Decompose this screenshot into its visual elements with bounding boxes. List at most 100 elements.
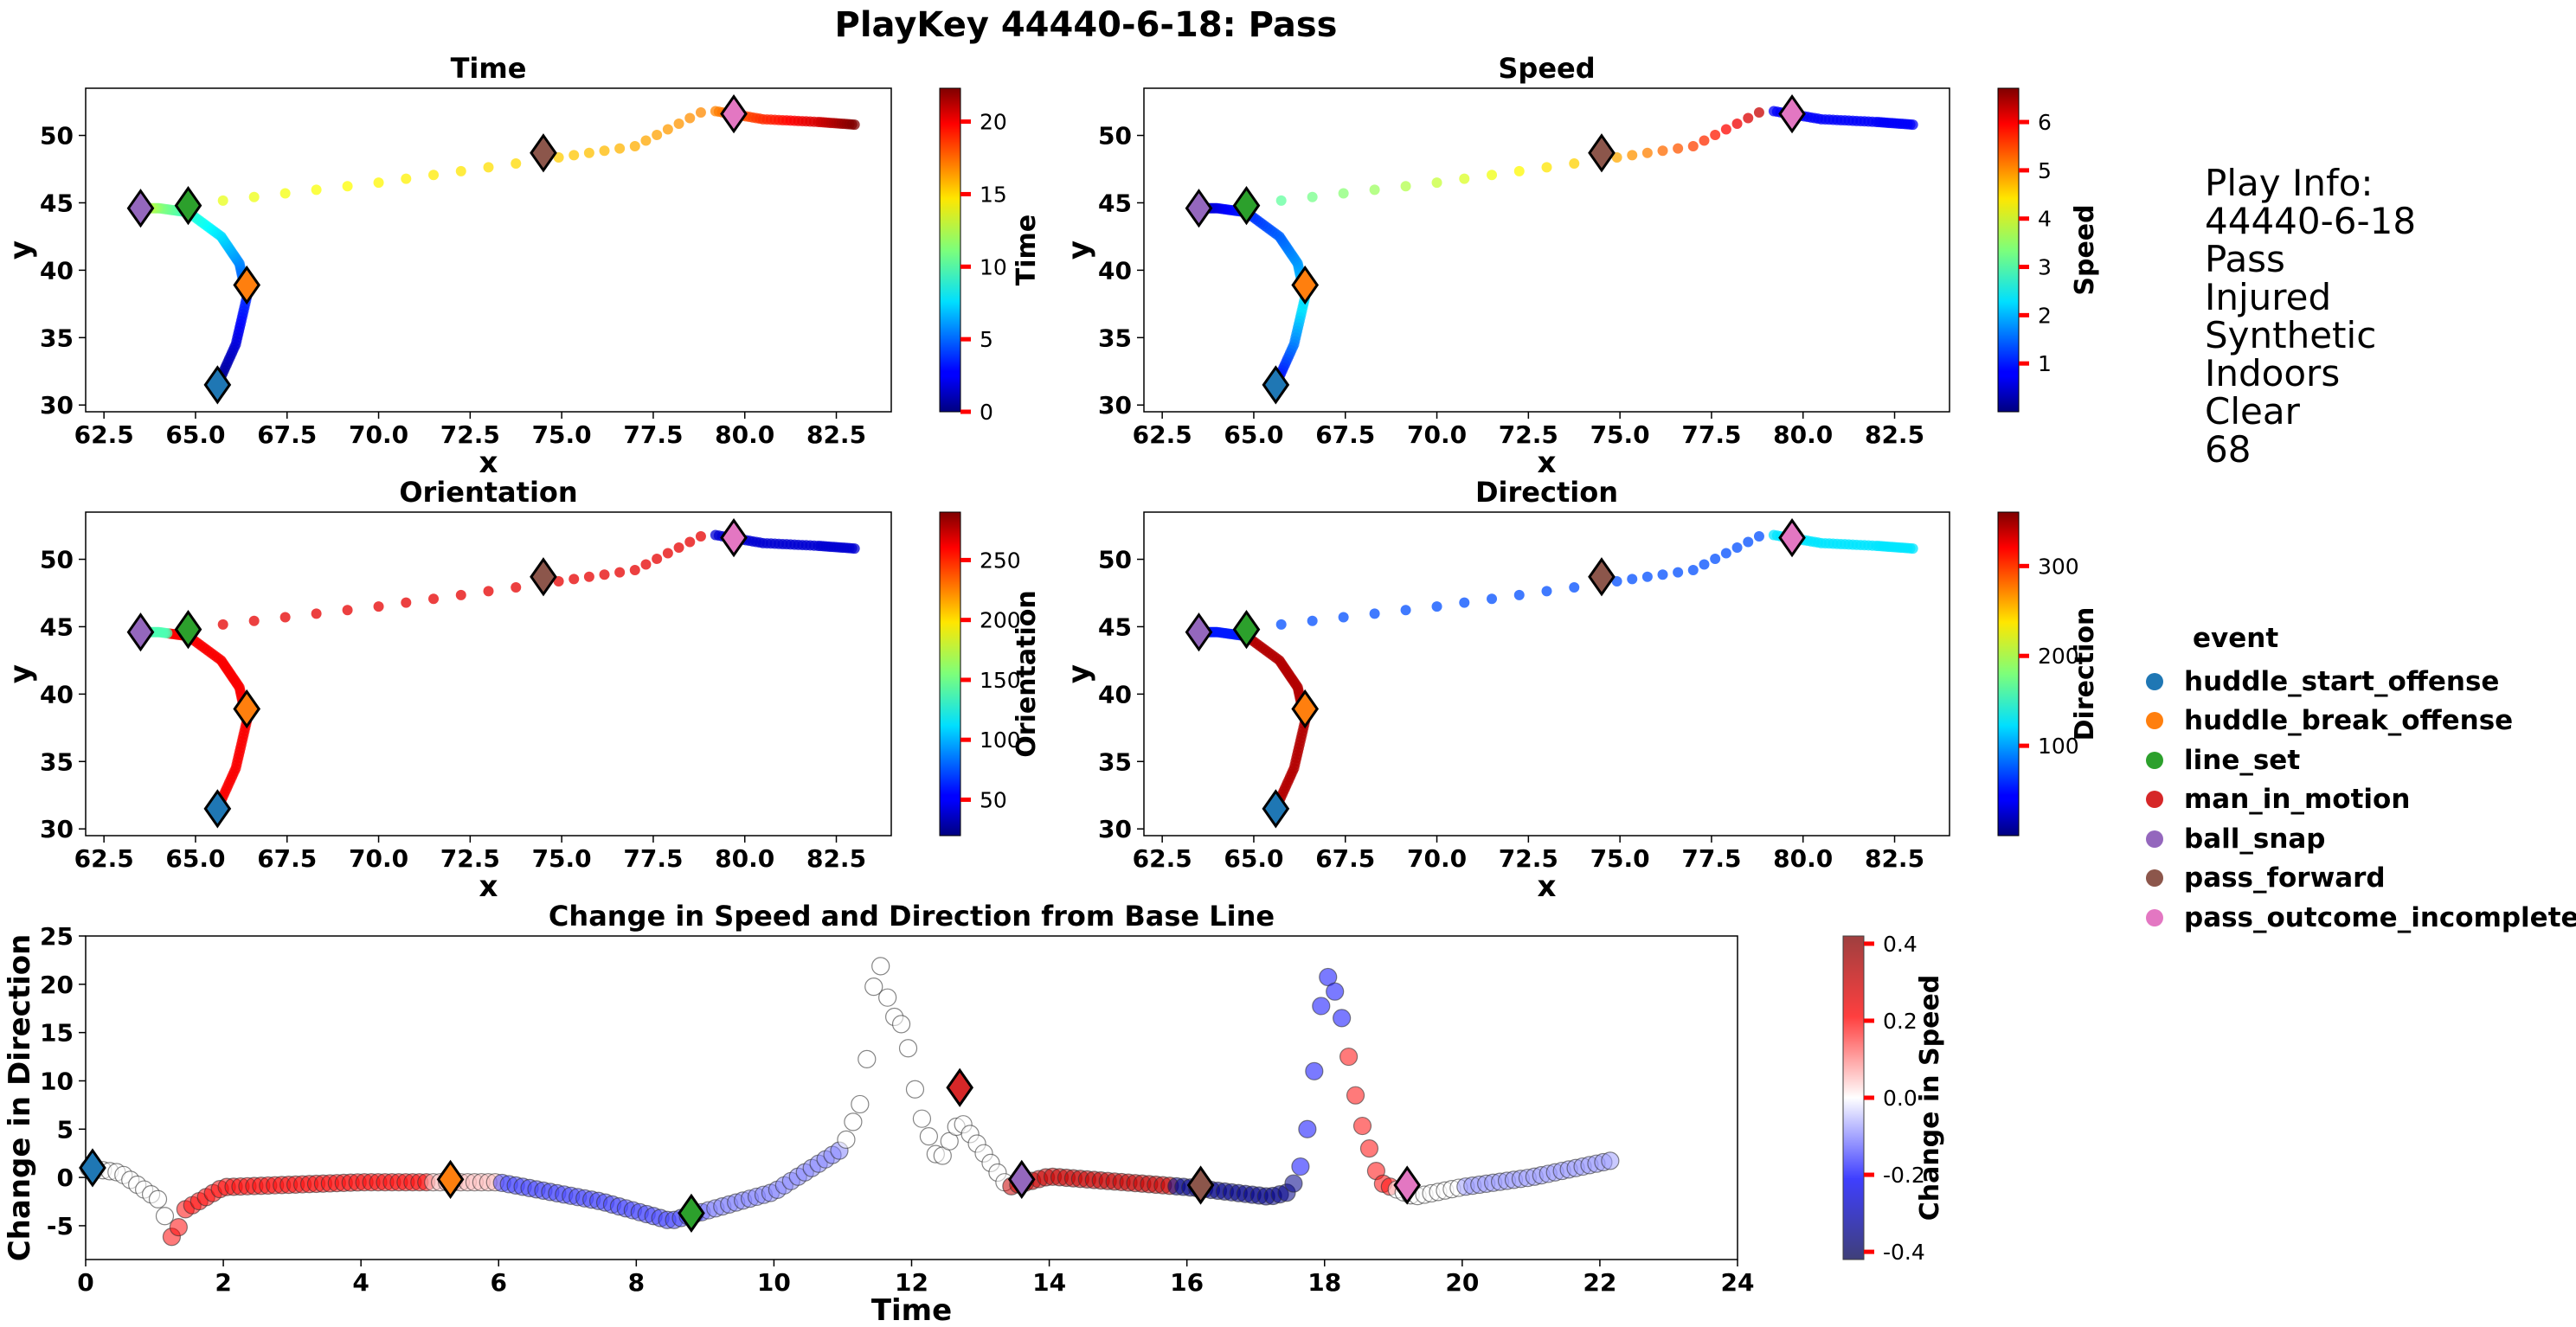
colorbar-label: Change in Speed bbox=[1915, 975, 1945, 1221]
play-info-line: Injured bbox=[2205, 276, 2332, 318]
trajectory-point bbox=[342, 181, 353, 192]
trajectory-point bbox=[553, 575, 564, 587]
y-axis-label: y bbox=[3, 664, 38, 683]
event-marker bbox=[126, 612, 155, 652]
panel-title: Change in Speed and Direction from Base … bbox=[549, 900, 1275, 933]
colorbar-tick-label: 15 bbox=[980, 182, 1007, 207]
trajectory-point bbox=[401, 173, 412, 184]
colorbar-tick-label: 0.0 bbox=[1883, 1086, 1918, 1111]
trajectory-point bbox=[248, 191, 260, 202]
x-tick-label: 70.0 bbox=[1407, 420, 1467, 449]
y-axis-label: y bbox=[3, 240, 38, 260]
trajectory-point bbox=[1611, 575, 1622, 587]
x-tick-label: 72.5 bbox=[1499, 420, 1558, 449]
trajectory-point bbox=[1487, 170, 1498, 181]
event-marker bbox=[1232, 185, 1261, 226]
trajectory-point bbox=[1657, 569, 1668, 580]
colorbar bbox=[1997, 511, 2020, 837]
legend-dot-icon bbox=[2146, 869, 2163, 888]
y-axis-label: y bbox=[1062, 240, 1096, 260]
trajectory-point bbox=[583, 147, 594, 158]
legend-dot-icon bbox=[2146, 712, 2163, 730]
colorbar bbox=[939, 511, 961, 837]
trajectory-point bbox=[629, 565, 640, 576]
colorbar bbox=[1842, 935, 1865, 1260]
change-point bbox=[1298, 1119, 1317, 1138]
legend-dot-icon bbox=[2146, 751, 2163, 769]
x-tick-label: 82.5 bbox=[806, 420, 866, 449]
x-tick-label: 80.0 bbox=[1773, 420, 1833, 449]
event-marker bbox=[1778, 93, 1806, 134]
trajectory-point bbox=[662, 548, 673, 559]
colorbar-label: Direction bbox=[2070, 607, 2100, 741]
colorbar-tick-label: 250 bbox=[980, 548, 1021, 573]
trajectory-point bbox=[652, 554, 663, 565]
trajectory-point bbox=[1431, 601, 1442, 612]
legend-entry: huddle_break_offense bbox=[2137, 702, 2576, 741]
change-point bbox=[1326, 982, 1345, 1001]
x-tick-label: 62.5 bbox=[1133, 844, 1192, 873]
trajectory-point bbox=[1907, 543, 1918, 555]
colorbar-tick-label: 300 bbox=[2038, 554, 2079, 579]
x-tick-label: 10 bbox=[757, 1268, 791, 1297]
trajectory-point bbox=[673, 119, 684, 130]
change-point bbox=[905, 1080, 925, 1099]
y-tick-label: 5 bbox=[57, 1115, 74, 1144]
event-marker bbox=[1232, 609, 1261, 650]
x-tick-label: 70.0 bbox=[349, 420, 408, 449]
panel-title: Direction bbox=[1475, 476, 1618, 509]
play-info-line: 44440-6-18 bbox=[2205, 200, 2417, 242]
x-tick-label: 62.5 bbox=[1133, 420, 1192, 449]
y-tick-label: 30 bbox=[40, 815, 74, 843]
colorbar-tick-label: 10 bbox=[980, 254, 1007, 279]
y-tick-label: 50 bbox=[40, 122, 74, 151]
y-tick-label: 35 bbox=[40, 747, 74, 776]
trajectory-point bbox=[511, 582, 522, 593]
trajectory-point bbox=[1307, 615, 1318, 626]
x-tick-label: 82.5 bbox=[1865, 844, 1924, 873]
colorbar-tick-label: 100 bbox=[980, 728, 1021, 753]
y-axis-label: Change in Direction bbox=[3, 934, 37, 1262]
event-marker bbox=[1393, 1165, 1422, 1205]
y-tick-label: 30 bbox=[40, 391, 74, 420]
x-tick-label: 62.5 bbox=[74, 420, 134, 449]
x-tick-label: 75.0 bbox=[1590, 844, 1650, 873]
play-info-line: Synthetic bbox=[2205, 314, 2377, 356]
x-tick-label: 65.0 bbox=[1224, 844, 1283, 873]
change-point bbox=[837, 1130, 856, 1149]
legend-dot-icon bbox=[2146, 908, 2163, 926]
trajectory-point bbox=[1400, 605, 1411, 616]
x-tick-label: 6 bbox=[491, 1268, 507, 1297]
trajectory-point bbox=[1687, 565, 1699, 576]
colorbar bbox=[939, 87, 961, 413]
event-marker bbox=[174, 185, 202, 226]
change-point bbox=[912, 1109, 932, 1128]
change-point bbox=[871, 957, 890, 976]
event-legend: event huddle_start_offense huddle_break_o… bbox=[2137, 623, 2576, 938]
colorbar-label: Orientation bbox=[1012, 590, 1042, 757]
trajectory-point bbox=[483, 586, 494, 597]
x-tick-label: 77.5 bbox=[1681, 420, 1741, 449]
trajectory-point bbox=[553, 151, 564, 163]
trajectory-point bbox=[1720, 548, 1731, 559]
x-tick-label: 72.5 bbox=[1499, 844, 1558, 873]
colorbar-tick-label: 0 bbox=[980, 400, 993, 425]
change-point bbox=[1305, 1061, 1324, 1080]
x-axis-label: x bbox=[1538, 869, 1557, 904]
legend-label: huddle_break_offense bbox=[2184, 705, 2514, 737]
y-tick-label: 50 bbox=[1098, 546, 1132, 574]
trajectory-point bbox=[1513, 165, 1525, 176]
change-point bbox=[878, 988, 897, 1007]
trajectory-point bbox=[1569, 158, 1580, 170]
trajectory-point bbox=[1400, 181, 1411, 192]
event-marker bbox=[1185, 612, 1213, 652]
x-axis-label: Time bbox=[871, 1293, 952, 1327]
trajectory-point bbox=[217, 619, 228, 630]
trajectory-point bbox=[662, 124, 673, 135]
trajectory-point bbox=[1369, 184, 1380, 196]
colorbar-tick-label: 0.2 bbox=[1883, 1009, 1918, 1034]
play-info-header: Play Info: bbox=[2205, 162, 2374, 204]
event-marker bbox=[203, 365, 232, 405]
x-tick-label: 0 bbox=[77, 1268, 93, 1297]
event-marker bbox=[233, 689, 261, 729]
